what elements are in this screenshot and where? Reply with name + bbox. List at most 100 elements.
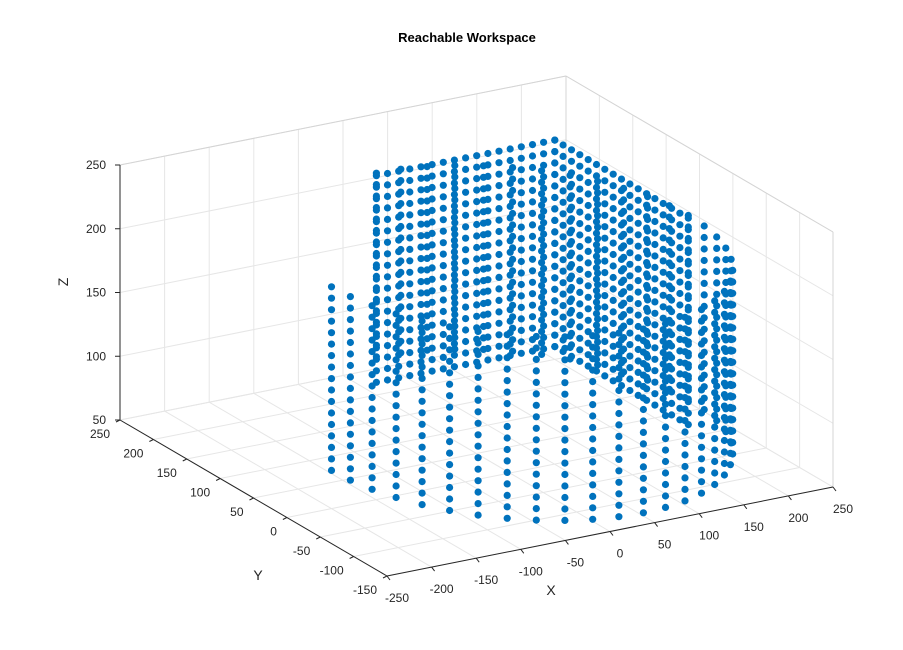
data-point xyxy=(594,258,602,266)
data-point xyxy=(601,211,609,219)
data-point xyxy=(446,506,454,515)
data-point xyxy=(594,235,602,243)
data-point xyxy=(451,288,459,296)
data-point xyxy=(479,322,488,331)
data-point xyxy=(576,162,584,170)
data-point xyxy=(346,304,354,312)
data-point xyxy=(584,213,592,221)
data-point xyxy=(676,244,684,252)
data-point xyxy=(528,290,537,298)
data-point xyxy=(566,217,574,225)
data-point xyxy=(551,136,559,144)
data-point xyxy=(615,421,623,429)
data-point xyxy=(462,326,470,334)
data-point xyxy=(528,163,537,172)
data-point xyxy=(495,250,503,259)
data-point xyxy=(726,461,735,469)
data-point xyxy=(532,493,540,501)
data-point xyxy=(397,268,405,276)
data-point xyxy=(474,511,482,519)
data-point xyxy=(462,315,470,323)
data-point xyxy=(532,355,540,363)
data-point xyxy=(681,348,689,356)
data-point xyxy=(651,344,659,352)
data-point xyxy=(659,211,667,219)
data-point xyxy=(450,248,458,256)
data-point xyxy=(439,216,447,224)
data-point xyxy=(418,317,426,325)
data-point xyxy=(561,344,569,352)
data-point xyxy=(538,293,546,301)
data-point xyxy=(474,408,482,416)
data-point xyxy=(451,299,459,307)
data-point xyxy=(720,299,729,307)
data-point xyxy=(589,355,597,363)
data-point xyxy=(538,270,546,278)
data-point xyxy=(383,227,392,235)
data-point xyxy=(508,221,517,229)
data-point xyxy=(697,420,706,428)
data-point xyxy=(346,338,354,347)
data-point xyxy=(668,376,676,385)
data-point xyxy=(639,497,648,505)
data-point xyxy=(561,436,569,444)
data-point xyxy=(661,446,670,454)
data-point xyxy=(609,296,617,304)
data-point xyxy=(392,493,400,502)
data-point xyxy=(644,250,652,258)
data-point xyxy=(528,186,537,195)
data-point xyxy=(503,342,511,350)
data-point xyxy=(532,436,540,444)
data-point xyxy=(609,250,617,259)
data-point xyxy=(450,202,458,210)
data-point xyxy=(397,211,405,219)
data-point xyxy=(392,344,400,352)
data-point xyxy=(620,265,628,273)
data-point xyxy=(609,308,617,316)
data-point xyxy=(697,306,706,314)
data-point xyxy=(589,458,597,466)
data-point xyxy=(661,492,670,500)
data-point xyxy=(517,292,525,300)
data-point xyxy=(584,167,592,175)
data-point xyxy=(676,232,684,240)
data-point xyxy=(462,177,470,185)
data-point xyxy=(584,270,592,278)
data-point xyxy=(473,243,481,252)
data-point xyxy=(661,457,670,466)
data-point xyxy=(589,366,597,374)
data-point xyxy=(508,244,517,252)
data-point xyxy=(392,459,400,467)
data-point xyxy=(495,285,503,293)
data-point xyxy=(615,444,623,452)
data-point xyxy=(417,232,425,240)
z-tick-label: 50 xyxy=(93,413,107,427)
data-point xyxy=(713,290,721,298)
data-point xyxy=(639,440,648,448)
data-point xyxy=(517,177,525,185)
data-point xyxy=(528,152,537,160)
data-point xyxy=(601,292,609,300)
data-point xyxy=(479,219,488,227)
data-point xyxy=(561,516,569,525)
data-point xyxy=(538,350,546,358)
data-point xyxy=(594,361,602,369)
data-point xyxy=(372,252,380,260)
data-point xyxy=(720,414,729,422)
data-point xyxy=(711,389,719,397)
data-point xyxy=(639,382,648,391)
data-point xyxy=(392,413,400,421)
data-point xyxy=(601,188,609,196)
data-point xyxy=(346,293,354,301)
data-point xyxy=(594,349,602,357)
data-point xyxy=(418,351,426,359)
data-point xyxy=(383,319,392,327)
data-point xyxy=(406,234,414,242)
data-point xyxy=(517,269,525,277)
data-point xyxy=(726,277,735,285)
data-point xyxy=(462,246,470,254)
data-point xyxy=(417,266,425,274)
data-point xyxy=(473,255,481,263)
data-point xyxy=(576,197,584,205)
